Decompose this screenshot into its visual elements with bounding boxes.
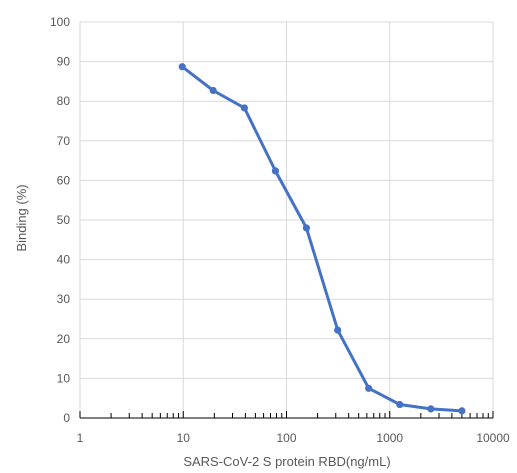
x-tick-label: 1 bbox=[77, 431, 84, 445]
y-tick-label: 100 bbox=[50, 15, 70, 29]
x-tick-label: 1000 bbox=[376, 431, 403, 445]
x-tick-label: 10000 bbox=[476, 431, 510, 445]
y-tick-label: 70 bbox=[57, 134, 71, 148]
data-point bbox=[240, 104, 248, 112]
y-tick-label: 30 bbox=[57, 292, 71, 306]
grid bbox=[79, 21, 494, 419]
y-tick-label: 40 bbox=[57, 253, 71, 267]
y-tick-label: 0 bbox=[63, 411, 70, 425]
data-point bbox=[209, 86, 217, 95]
y-tick-label: 10 bbox=[57, 371, 71, 385]
data-point bbox=[365, 384, 373, 392]
y-axis-title: Binding (%) bbox=[14, 184, 29, 251]
data-point bbox=[178, 63, 186, 71]
x-tick-label: 10 bbox=[177, 431, 191, 445]
series-line bbox=[180, 65, 464, 413]
data-point bbox=[396, 400, 404, 409]
data-point bbox=[334, 326, 342, 334]
y-tick-label: 90 bbox=[57, 55, 71, 69]
x-tick-label: 100 bbox=[276, 431, 296, 445]
data-point bbox=[427, 405, 435, 413]
y-tick-label: 50 bbox=[57, 213, 71, 227]
x-axis-title: SARS-CoV-2 S protein RBD(ng/mL) bbox=[183, 454, 390, 469]
y-tick-label: 80 bbox=[57, 94, 71, 108]
data-point bbox=[271, 167, 280, 175]
data-point bbox=[302, 224, 311, 232]
y-tick-label: 60 bbox=[57, 173, 71, 187]
data-point bbox=[458, 407, 466, 415]
axes bbox=[79, 411, 494, 419]
series bbox=[178, 63, 466, 415]
y-tick-label: 20 bbox=[57, 332, 71, 346]
